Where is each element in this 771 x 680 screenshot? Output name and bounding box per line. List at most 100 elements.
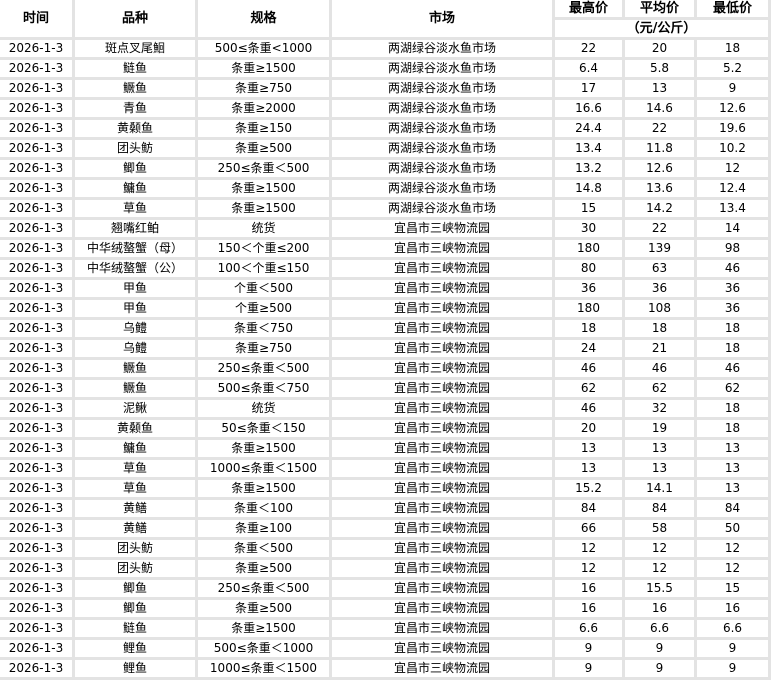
cell-date: 2026-1-3: [0, 80, 75, 100]
cell-avg: 22: [625, 220, 697, 240]
cell-market: 宜昌市三峡物流园: [332, 540, 555, 560]
cell-max: 180: [555, 240, 625, 260]
cell-max: 15.2: [555, 480, 625, 500]
cell-avg: 21: [625, 340, 697, 360]
cell-market: 两湖绿谷淡水鱼市场: [332, 40, 555, 60]
cell-min: 50: [697, 520, 771, 540]
cell-spec: 条重≥500: [198, 560, 332, 580]
cell-min: 13: [697, 460, 771, 480]
cell-spec: 条重≥150: [198, 120, 332, 140]
cell-max: 80: [555, 260, 625, 280]
cell-market: 宜昌市三峡物流园: [332, 300, 555, 320]
cell-max: 18: [555, 320, 625, 340]
cell-market: 两湖绿谷淡水鱼市场: [332, 140, 555, 160]
cell-date: 2026-1-3: [0, 200, 75, 220]
cell-max: 66: [555, 520, 625, 540]
cell-date: 2026-1-3: [0, 100, 75, 120]
cell-market: 宜昌市三峡物流园: [332, 620, 555, 640]
cell-max: 16: [555, 580, 625, 600]
table-row: 2026-1-3 鲫鱼 250≤条重＜500 两湖绿谷淡水鱼市场 13.2 12.6 12: [0, 160, 771, 180]
table-row: 2026-1-3 鳙鱼 条重≥1500 两湖绿谷淡水鱼市场 14.8 13.6 12.4: [0, 180, 771, 200]
cell-max: 13.4: [555, 140, 625, 160]
cell-spec: 150＜个重≤200: [198, 240, 332, 260]
cell-max: 36: [555, 280, 625, 300]
cell-min: 16: [697, 600, 771, 620]
cell-spec: 条重≥750: [198, 340, 332, 360]
cell-date: 2026-1-3: [0, 640, 75, 660]
cell-min: 36: [697, 280, 771, 300]
cell-date: 2026-1-3: [0, 280, 75, 300]
cell-avg: 15.5: [625, 580, 697, 600]
cell-market: 宜昌市三峡物流园: [332, 500, 555, 520]
table-row: 2026-1-3 青鱼 条重≥2000 两湖绿谷淡水鱼市场 16.6 14.6 12.6: [0, 100, 771, 120]
table-row: 2026-1-3 鲫鱼 250≤条重＜500 宜昌市三峡物流园 16 15.5 15: [0, 580, 771, 600]
cell-market: 两湖绿谷淡水鱼市场: [332, 180, 555, 200]
cell-market: 两湖绿谷淡水鱼市场: [332, 60, 555, 80]
header-avg: 平均价: [625, 0, 697, 20]
cell-max: 15: [555, 200, 625, 220]
table-row: 2026-1-3 乌鳢 条重＜750 宜昌市三峡物流园 18 18 18: [0, 320, 771, 340]
header-unit: （元/公斤）: [555, 20, 771, 40]
table-row: 2026-1-3 黄颡鱼 条重≥150 两湖绿谷淡水鱼市场 24.4 22 19.6: [0, 120, 771, 140]
table-row: 2026-1-3 中华绒螯蟹（母） 150＜个重≤200 宜昌市三峡物流园 180 139…: [0, 240, 771, 260]
cell-max: 9: [555, 640, 625, 660]
cell-min: 46: [697, 360, 771, 380]
cell-market: 宜昌市三峡物流园: [332, 520, 555, 540]
cell-variety: 鲫鱼: [75, 580, 198, 600]
cell-spec: 条重≥1500: [198, 60, 332, 80]
cell-max: 17: [555, 80, 625, 100]
table-row: 2026-1-3 鳜鱼 250≤条重＜500 宜昌市三峡物流园 46 46 46: [0, 360, 771, 380]
cell-variety: 鳙鱼: [75, 440, 198, 460]
cell-spec: 条重≥1500: [198, 620, 332, 640]
cell-variety: 黄颡鱼: [75, 420, 198, 440]
cell-variety: 黄颡鱼: [75, 120, 198, 140]
cell-date: 2026-1-3: [0, 320, 75, 340]
cell-min: 13: [697, 480, 771, 500]
cell-variety: 鳜鱼: [75, 380, 198, 400]
cell-avg: 12: [625, 560, 697, 580]
cell-date: 2026-1-3: [0, 180, 75, 200]
table-row: 2026-1-3 鲤鱼 500≤条重＜1000 宜昌市三峡物流园 9 9 9: [0, 640, 771, 660]
cell-spec: 条重≥100: [198, 520, 332, 540]
cell-min: 13.4: [697, 200, 771, 220]
cell-variety: 草鱼: [75, 200, 198, 220]
cell-spec: 个重≥500: [198, 300, 332, 320]
cell-max: 24.4: [555, 120, 625, 140]
cell-min: 9: [697, 660, 771, 680]
cell-market: 宜昌市三峡物流园: [332, 400, 555, 420]
cell-variety: 甲鱼: [75, 280, 198, 300]
cell-avg: 12: [625, 540, 697, 560]
cell-min: 5.2: [697, 60, 771, 80]
cell-date: 2026-1-3: [0, 220, 75, 240]
cell-date: 2026-1-3: [0, 420, 75, 440]
cell-date: 2026-1-3: [0, 340, 75, 360]
cell-min: 36: [697, 300, 771, 320]
cell-min: 46: [697, 260, 771, 280]
cell-variety: 鳙鱼: [75, 180, 198, 200]
cell-min: 18: [697, 340, 771, 360]
cell-max: 6.4: [555, 60, 625, 80]
cell-min: 12.6: [697, 100, 771, 120]
table-row: 2026-1-3 团头鲂 条重≥500 两湖绿谷淡水鱼市场 13.4 11.8 10.2: [0, 140, 771, 160]
table-row: 2026-1-3 团头鲂 条重≥500 宜昌市三峡物流园 12 12 12: [0, 560, 771, 580]
cell-variety: 翘嘴红鲌: [75, 220, 198, 240]
cell-avg: 6.6: [625, 620, 697, 640]
cell-variety: 黄鳝: [75, 500, 198, 520]
table-row: 2026-1-3 鳜鱼 500≤条重＜750 宜昌市三峡物流园 62 62 62: [0, 380, 771, 400]
cell-avg: 9: [625, 640, 697, 660]
cell-variety: 鲤鱼: [75, 640, 198, 660]
cell-min: 62: [697, 380, 771, 400]
cell-market: 宜昌市三峡物流园: [332, 440, 555, 460]
cell-min: 13: [697, 440, 771, 460]
table-row: 2026-1-3 乌鳢 条重≥750 宜昌市三峡物流园 24 21 18: [0, 340, 771, 360]
cell-max: 6.6: [555, 620, 625, 640]
table-row: 2026-1-3 草鱼 条重≥1500 两湖绿谷淡水鱼市场 15 14.2 13.4: [0, 200, 771, 220]
cell-avg: 13: [625, 460, 697, 480]
table-row: 2026-1-3 草鱼 1000≤条重＜1500 宜昌市三峡物流园 13 13 13: [0, 460, 771, 480]
cell-spec: 条重≥750: [198, 80, 332, 100]
cell-variety: 鲫鱼: [75, 160, 198, 180]
cell-variety: 黄鳝: [75, 520, 198, 540]
header-market: 市场: [332, 0, 555, 40]
cell-date: 2026-1-3: [0, 580, 75, 600]
